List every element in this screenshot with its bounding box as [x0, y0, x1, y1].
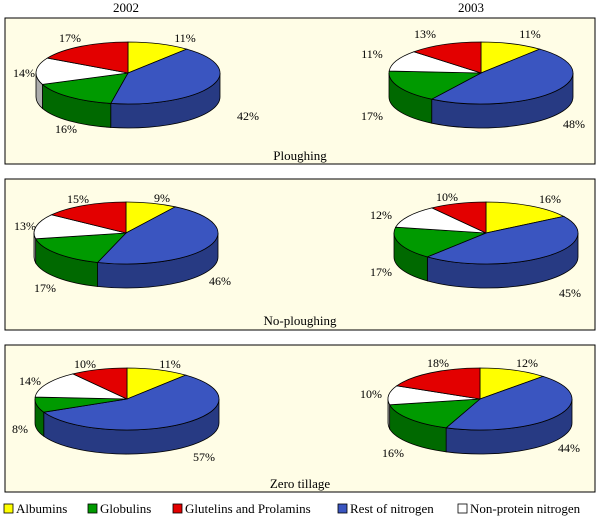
pie-4: 16% 45% 17% 12% 10%	[370, 190, 581, 300]
pie-label-globulins: 16%	[55, 122, 77, 136]
pie-slice-rest-of-nitrogen	[430, 48, 574, 105]
pie-charts: 11% 42% 16% 14% 17% 11% 48% 17% 11% 13% 9% 46% 17% 13…	[12, 27, 585, 464]
pie-label-glutelins-and-prolamins: 10%	[74, 357, 96, 371]
pie-label-glutelins-and-prolamins: 10%	[436, 190, 458, 204]
pie-2: 11% 48% 17% 11% 13%	[361, 27, 585, 131]
pie-slice-non-protein-nitrogen	[34, 373, 128, 400]
pie-label-non-protein-nitrogen: 11%	[361, 47, 383, 61]
pie-label-glutelins-and-prolamins: 18%	[427, 356, 449, 370]
pie-slice-glutelins-and-prolamins	[395, 367, 481, 400]
pie-slice-non-protein-nitrogen	[394, 207, 487, 234]
pie-slice-rest-of-nitrogen	[96, 206, 219, 265]
pie-label-albumins: 11%	[519, 27, 541, 41]
column-header-2002: 2002	[113, 0, 139, 15]
pie-slice-non-protein-nitrogen	[35, 57, 129, 85]
pie-slice-globulins	[41, 72, 129, 104]
panel-title-zero-tillage: Zero tillage	[270, 476, 331, 491]
panel-title-no-ploughing: No-ploughing	[264, 313, 337, 328]
pie-slice-globulins	[388, 70, 483, 100]
pie-slice-globulins	[388, 398, 482, 429]
pie-label-globulins: 8%	[12, 422, 28, 436]
legend-swatch-rest-of-nitrogen	[337, 503, 348, 514]
pie-slice-albumins	[479, 367, 545, 400]
legend-swatch-non-protein-nitrogen	[457, 503, 468, 514]
column-header-2003: 2003	[458, 0, 484, 15]
pie-label-non-protein-nitrogen: 12%	[370, 208, 392, 222]
pie-slice-rest-of-nitrogen	[426, 215, 579, 265]
pie-label-non-protein-nitrogen: 14%	[19, 374, 41, 388]
pie-label-globulins: 17%	[370, 265, 392, 279]
legend-label-non-protein-nitrogen: Non-protein nitrogen	[470, 501, 581, 516]
pie-6: 12% 44% 16% 10% 18%	[360, 356, 580, 460]
pie-label-non-protein-nitrogen: 14%	[13, 66, 35, 80]
pie-label-glutelins-and-prolamins: 13%	[414, 27, 436, 41]
pie-slice-globulins	[393, 226, 487, 258]
pie-label-glutelins-and-prolamins: 17%	[59, 31, 81, 45]
pie-slice-globulins	[34, 232, 128, 263]
pie-slice-non-protein-nitrogen	[33, 214, 127, 240]
pie-slice-rest-of-nitrogen	[42, 374, 220, 431]
pie-slice-albumins	[485, 201, 565, 234]
pie-label-albumins: 11%	[174, 31, 196, 45]
pie-label-non-protein-nitrogen: 10%	[360, 387, 382, 401]
legend-label-albumins: Albumins	[16, 501, 67, 516]
pie-slice-rest-of-nitrogen	[445, 375, 573, 431]
pie-label-albumins: 12%	[516, 356, 538, 370]
pie-slice-glutelins-and-prolamins	[50, 201, 127, 234]
pie-label-rest-of-nitrogen: 46%	[209, 274, 231, 288]
pie-3: 9% 46% 17% 13% 15%	[14, 191, 231, 295]
pie-label-albumins: 16%	[539, 192, 561, 206]
pie-label-rest-of-nitrogen: 42%	[237, 109, 259, 123]
pie-slice-glutelins-and-prolamins	[71, 367, 128, 400]
pie-slice-glutelins-and-prolamins	[430, 201, 487, 234]
pie-label-glutelins-and-prolamins: 15%	[67, 192, 89, 206]
pie-label-rest-of-nitrogen: 57%	[193, 450, 215, 464]
pie-label-albumins: 11%	[159, 357, 181, 371]
pie-slice-glutelins-and-prolamins	[46, 41, 129, 74]
legend-swatch-globulins	[87, 503, 98, 514]
legend-swatch-albumins	[3, 503, 14, 514]
legend: Albumins Globulins Glutelins and Prolami…	[3, 501, 581, 516]
pie-1: 11% 42% 16% 14% 17%	[13, 31, 259, 136]
pie-label-globulins: 16%	[382, 446, 404, 460]
legend-label-globulins: Globulins	[100, 501, 151, 516]
pie-label-non-protein-nitrogen: 13%	[14, 219, 36, 233]
legend-label-glutelins: Glutelins and Prolamins	[185, 501, 311, 516]
pie-label-rest-of-nitrogen: 44%	[558, 441, 580, 455]
panel-title-ploughing: Ploughing	[273, 148, 327, 163]
pie-label-rest-of-nitrogen: 48%	[563, 117, 585, 131]
pie-5: 11% 57% 8% 14% 10%	[12, 357, 220, 464]
pie-slice-glutelins-and-prolamins	[412, 41, 482, 74]
pie-label-globulins: 17%	[34, 281, 56, 295]
pie-label-rest-of-nitrogen: 45%	[559, 286, 581, 300]
pie-label-globulins: 17%	[361, 109, 383, 123]
legend-swatch-glutelins	[172, 503, 183, 514]
legend-label-rest-of-nitrogen: Rest of nitrogen	[350, 501, 434, 516]
pie-slice-rest-of-nitrogen	[110, 48, 221, 105]
pie-label-albumins: 9%	[154, 191, 170, 205]
